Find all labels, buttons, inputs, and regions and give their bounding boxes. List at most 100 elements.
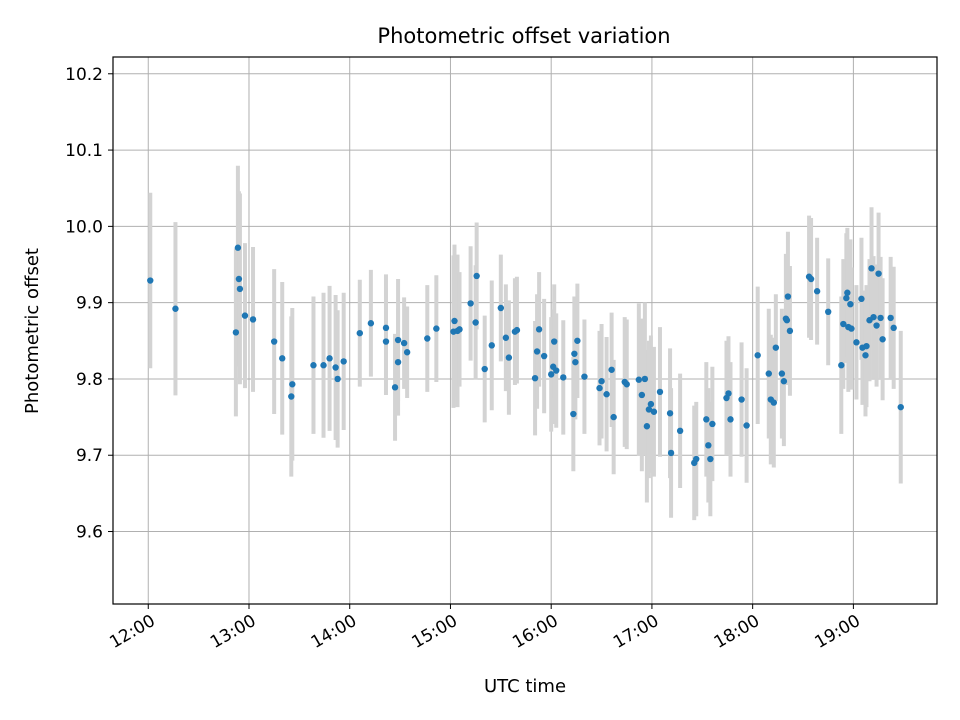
data-point (451, 317, 458, 325)
data-point (394, 358, 402, 366)
data-point (635, 376, 643, 383)
data-point (879, 336, 886, 343)
data-points (147, 244, 904, 467)
data-point (638, 391, 646, 399)
data-point (853, 339, 860, 346)
data-point (473, 272, 480, 280)
data-point (727, 416, 734, 423)
data-point (235, 275, 243, 283)
data-point (467, 300, 474, 307)
data-point (610, 413, 617, 421)
data-point (807, 275, 815, 283)
y-tick-label: 9.6 (76, 523, 103, 543)
data-point (603, 391, 610, 398)
data-point (249, 316, 257, 323)
data-point (332, 364, 339, 371)
data-point (862, 352, 869, 359)
data-point (356, 329, 363, 337)
data-point (676, 427, 684, 435)
data-point (513, 326, 521, 334)
data-point (705, 442, 712, 449)
data-point (326, 355, 333, 362)
data-point (887, 314, 894, 322)
y-tick-label: 9.7 (76, 446, 103, 466)
data-point (783, 317, 791, 324)
data-point (391, 384, 399, 391)
data-point (667, 449, 675, 457)
data-point (288, 393, 295, 400)
data-point (570, 410, 577, 418)
data-point (838, 362, 845, 369)
data-point (547, 371, 555, 378)
data-point (367, 320, 375, 327)
data-point (743, 422, 750, 429)
data-point (400, 339, 408, 347)
data-point (424, 335, 431, 342)
data-point (147, 277, 154, 284)
data-point (320, 362, 327, 369)
data-point (596, 384, 603, 392)
data-point (643, 423, 651, 430)
data-point (847, 300, 854, 308)
data-point (340, 358, 347, 365)
data-point (843, 294, 850, 302)
y-tick-label: 9.9 (76, 294, 103, 314)
data-point (765, 370, 772, 377)
data-point (875, 270, 882, 277)
data-point (535, 326, 543, 333)
data-point (890, 324, 897, 332)
data-point (497, 304, 505, 312)
data-point (645, 406, 653, 413)
data-point (784, 293, 792, 300)
data-point (172, 305, 179, 312)
data-point (770, 399, 778, 406)
data-point (707, 455, 714, 463)
data-point (825, 308, 832, 316)
data-point (870, 313, 877, 321)
data-point (236, 285, 244, 293)
data-point (778, 370, 786, 377)
data-point (540, 352, 548, 360)
data-point (382, 324, 390, 332)
data-point (858, 295, 865, 303)
x-axis-label: UTC time (484, 676, 566, 697)
data-point (403, 349, 411, 356)
data-point (433, 325, 440, 332)
data-point (241, 312, 249, 319)
data-point (647, 400, 655, 408)
data-point (531, 374, 539, 382)
data-point (572, 358, 579, 366)
y-axis-label: Photometric offset (22, 248, 43, 414)
data-point (877, 314, 884, 322)
data-point (786, 327, 794, 335)
data-point (693, 455, 700, 463)
data-point (310, 362, 317, 369)
data-point (598, 378, 605, 385)
y-tick-label: 10.0 (65, 217, 103, 237)
data-point (725, 390, 732, 397)
data-point (738, 396, 745, 403)
data-point (456, 326, 463, 333)
data-point (848, 325, 855, 332)
data-point (382, 338, 390, 345)
data-point (641, 375, 649, 383)
data-point (488, 342, 495, 349)
y-tick-label: 10.1 (65, 141, 103, 161)
data-point (813, 288, 821, 295)
data-point (754, 352, 761, 359)
data-point (868, 265, 875, 272)
data-point (394, 336, 402, 344)
y-axis-ticks: 9.6 9.7 9.8 9.9 10.0 10.1 10.2 (65, 65, 113, 543)
data-point (581, 373, 588, 380)
y-tick-label: 9.8 (76, 370, 103, 390)
data-point (666, 410, 674, 417)
data-point (234, 244, 242, 251)
data-point (840, 320, 847, 328)
data-point (780, 378, 788, 385)
data-point (232, 329, 240, 336)
data-point (502, 334, 510, 341)
data-point (772, 344, 780, 351)
data-point (608, 366, 615, 373)
